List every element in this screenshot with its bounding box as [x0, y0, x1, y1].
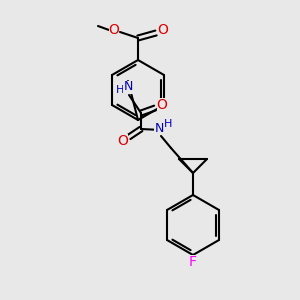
Text: O: O — [109, 23, 119, 37]
Text: N: N — [154, 122, 164, 134]
Text: H: H — [164, 119, 172, 129]
Text: O: O — [118, 134, 128, 148]
Text: F: F — [189, 255, 197, 269]
Text: O: O — [158, 23, 168, 37]
Text: H: H — [116, 85, 124, 95]
Text: N: N — [123, 80, 133, 94]
Text: O: O — [157, 98, 167, 112]
